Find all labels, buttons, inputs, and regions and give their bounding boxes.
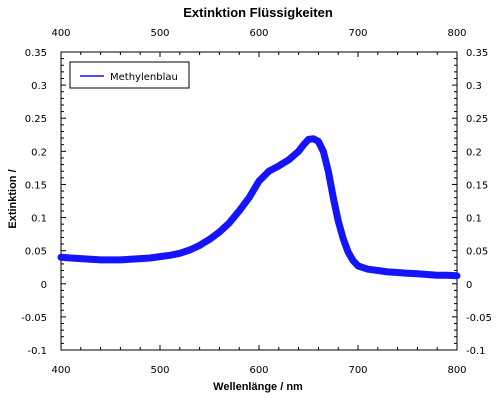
- y-tick-label-right: 0.05: [466, 247, 488, 258]
- y-tick-label: 0.1: [31, 214, 47, 225]
- y-tick-label-right: 0.3: [466, 81, 482, 92]
- series-line: [57, 135, 461, 280]
- x-tick-label-top: 500: [150, 28, 169, 39]
- y-tick-label-right: 0.1: [466, 214, 482, 225]
- x-tick-label-top: 800: [447, 28, 466, 39]
- x-tick-label: 800: [447, 365, 466, 376]
- y-tick-label: 0: [41, 280, 47, 291]
- y-tick-label: 0.05: [25, 247, 47, 258]
- y-tick-label-right: 0.2: [466, 147, 482, 158]
- plot-frame: [60, 51, 458, 351]
- x-tick-label-top: 700: [348, 28, 367, 39]
- y-tick-label: -0.05: [21, 313, 47, 324]
- x-axis-label: Wellenlänge / nm: [213, 381, 303, 393]
- y-tick-label-right: -0.1: [466, 346, 486, 357]
- chart-title: Extinktion Flüssigkeiten: [183, 5, 333, 20]
- y-tick-label-right: 0.25: [466, 114, 488, 125]
- x-tick-label-top: 600: [249, 28, 268, 39]
- legend-label: Methylenblau: [110, 72, 178, 83]
- legend-box: [69, 61, 190, 89]
- y-axis-label: Extinktion /: [7, 169, 19, 228]
- x-tick-label: 400: [51, 365, 70, 376]
- y-tick-label-right: -0.05: [466, 313, 492, 324]
- y-tick-label-right: 0.35: [466, 48, 488, 59]
- x-tick-label: 700: [348, 365, 367, 376]
- y-tick-label: 0.35: [25, 48, 47, 59]
- x-tick-label: 500: [150, 365, 169, 376]
- y-tick-label: 0.25: [25, 114, 47, 125]
- legend: Methylenblau: [69, 61, 190, 89]
- y-tick-label: 0.15: [25, 180, 47, 191]
- y-tick-label-right: 0: [466, 280, 472, 291]
- x-tick-label-top: 400: [51, 28, 70, 39]
- y-tick-label-right: 0.15: [466, 180, 488, 191]
- y-tick-label: -0.1: [27, 346, 47, 357]
- y-tick-label: 0.3: [31, 81, 47, 92]
- data-marks: [57, 135, 461, 280]
- y-tick-label: 0.2: [31, 147, 47, 158]
- x-tick-label: 600: [249, 365, 268, 376]
